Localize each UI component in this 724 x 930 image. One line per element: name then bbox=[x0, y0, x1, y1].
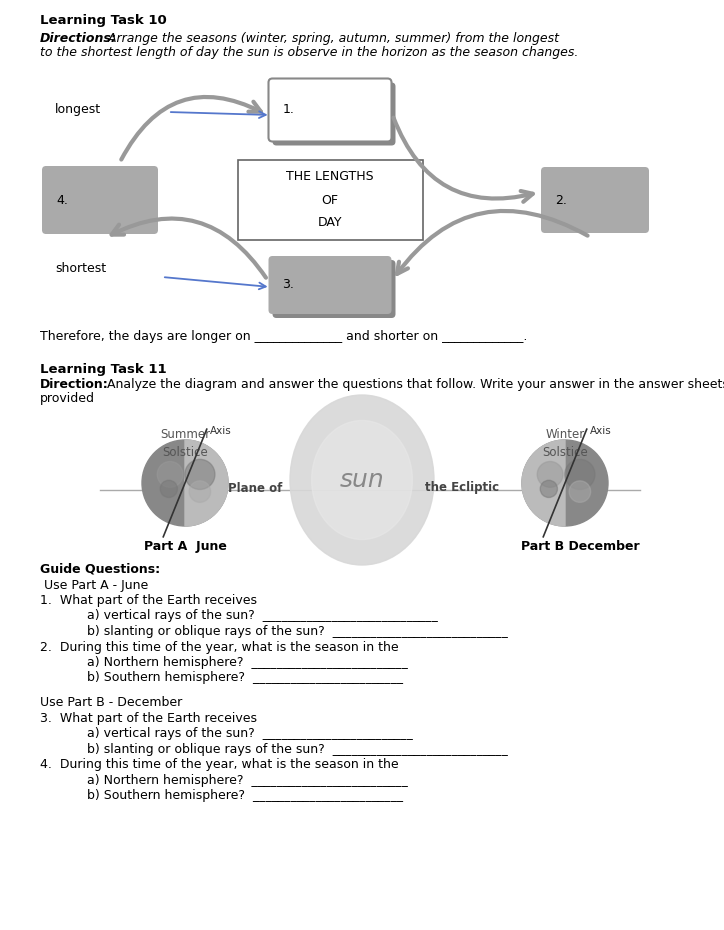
Text: Learning Task 11: Learning Task 11 bbox=[40, 363, 167, 376]
Text: longest: longest bbox=[55, 103, 101, 116]
Circle shape bbox=[537, 461, 563, 487]
Text: 1.  What part of the Earth receives: 1. What part of the Earth receives bbox=[40, 594, 257, 607]
Text: Guide Questions:: Guide Questions: bbox=[40, 563, 160, 576]
Circle shape bbox=[189, 481, 211, 502]
Circle shape bbox=[565, 459, 595, 489]
Text: Learning Task 10: Learning Task 10 bbox=[40, 14, 167, 27]
Wedge shape bbox=[522, 440, 565, 526]
Text: provided: provided bbox=[40, 392, 95, 405]
Text: THE LENGTHS
OF
DAY: THE LENGTHS OF DAY bbox=[286, 170, 374, 230]
Text: Plane of: Plane of bbox=[228, 482, 282, 495]
Text: a) Northern hemisphere?  _________________________: a) Northern hemisphere? ________________… bbox=[55, 656, 408, 669]
Text: b) slanting or oblique rays of the sun?  ____________________________: b) slanting or oblique rays of the sun? … bbox=[55, 743, 508, 756]
Text: Winter
Solstice: Winter Solstice bbox=[542, 428, 588, 459]
Text: Arrange the seasons (winter, spring, autumn, summer) from the longest: Arrange the seasons (winter, spring, aut… bbox=[104, 32, 559, 45]
Text: 4.  During this time of the year, what is the season in the: 4. During this time of the year, what is… bbox=[40, 758, 399, 771]
FancyBboxPatch shape bbox=[42, 166, 158, 234]
Text: 3.  What part of the Earth receives: 3. What part of the Earth receives bbox=[40, 711, 257, 724]
FancyBboxPatch shape bbox=[272, 83, 395, 145]
Text: Axis: Axis bbox=[590, 426, 612, 436]
Circle shape bbox=[142, 440, 228, 526]
Text: 1.: 1. bbox=[282, 103, 295, 116]
Text: Directions:: Directions: bbox=[40, 32, 117, 45]
Text: Direction:: Direction: bbox=[40, 378, 109, 391]
Text: to the shortest length of day the sun is observe in the horizon as the season ch: to the shortest length of day the sun is… bbox=[40, 46, 578, 59]
Text: Use Part B - December: Use Part B - December bbox=[40, 697, 182, 710]
FancyBboxPatch shape bbox=[272, 260, 395, 318]
Text: Therefore, the days are longer on ______________ and shorter on _____________.: Therefore, the days are longer on ______… bbox=[40, 330, 527, 343]
FancyBboxPatch shape bbox=[269, 256, 392, 314]
Text: Use Part A - June: Use Part A - June bbox=[44, 578, 148, 591]
Text: the Ecliptic: the Ecliptic bbox=[425, 482, 499, 495]
Text: 2.  During this time of the year, what is the season in the: 2. During this time of the year, what is… bbox=[40, 641, 399, 654]
Text: Analyze the diagram and answer the questions that follow. Write your answer in t: Analyze the diagram and answer the quest… bbox=[103, 378, 724, 391]
Circle shape bbox=[569, 481, 591, 502]
Text: sun: sun bbox=[340, 468, 384, 492]
Text: 4.: 4. bbox=[56, 193, 68, 206]
Text: b) slanting or oblique rays of the sun?  ____________________________: b) slanting or oblique rays of the sun? … bbox=[55, 625, 508, 638]
Bar bbox=[237, 160, 423, 240]
FancyBboxPatch shape bbox=[269, 78, 392, 141]
Text: a) Northern hemisphere?  _________________________: a) Northern hemisphere? ________________… bbox=[55, 774, 408, 787]
Text: a) vertical rays of the sun?  ________________________: a) vertical rays of the sun? ___________… bbox=[55, 727, 413, 740]
Text: Part A  June: Part A June bbox=[143, 540, 227, 553]
Circle shape bbox=[522, 440, 608, 526]
Wedge shape bbox=[185, 440, 228, 526]
Text: shortest: shortest bbox=[55, 261, 106, 274]
Text: 2.: 2. bbox=[555, 193, 567, 206]
Text: a) vertical rays of the sun?  ____________________________: a) vertical rays of the sun? ___________… bbox=[55, 609, 438, 622]
Text: Axis: Axis bbox=[210, 426, 232, 436]
Text: b) Southern hemisphere?  ________________________: b) Southern hemisphere? ________________… bbox=[55, 790, 403, 803]
Text: b) Southern hemisphere?  ________________________: b) Southern hemisphere? ________________… bbox=[55, 671, 403, 684]
Circle shape bbox=[157, 461, 183, 487]
Circle shape bbox=[185, 459, 215, 489]
Text: 3.: 3. bbox=[282, 278, 295, 291]
Text: Part B December: Part B December bbox=[521, 540, 639, 553]
Ellipse shape bbox=[290, 395, 434, 565]
FancyBboxPatch shape bbox=[541, 167, 649, 233]
Circle shape bbox=[160, 480, 177, 498]
Text: Summer
Solstice: Summer Solstice bbox=[160, 428, 210, 459]
Ellipse shape bbox=[311, 420, 413, 539]
Circle shape bbox=[540, 480, 557, 498]
